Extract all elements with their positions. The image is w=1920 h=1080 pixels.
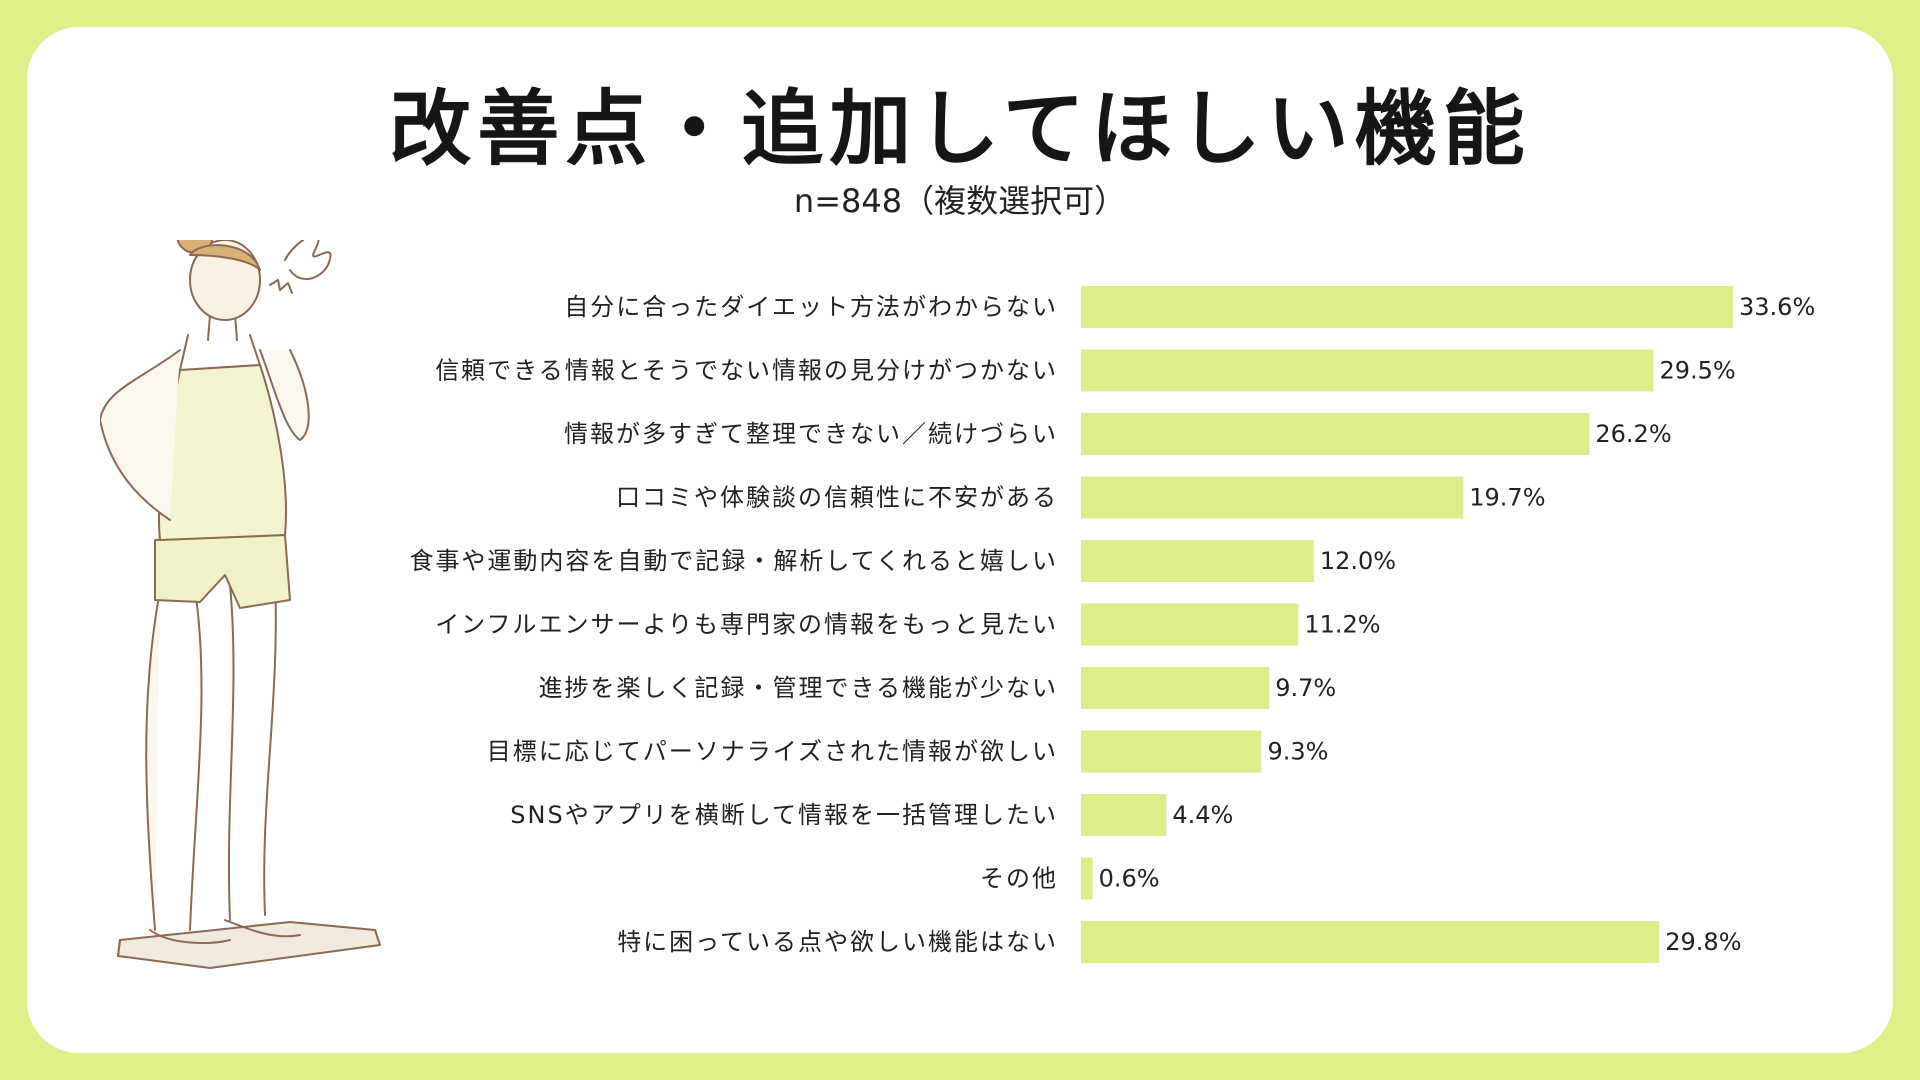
bar	[1081, 476, 1464, 519]
bar	[1081, 413, 1590, 455]
category-label: 情報が多すぎて整理できない／続けづらい	[564, 420, 1058, 448]
value-label: 29.8%	[1665, 928, 1741, 956]
category-label: 特に困っている点や欲しい機能はない	[617, 928, 1058, 956]
category-label: 信頼できる情報とそうでない情報の見分けがつかない	[435, 357, 1058, 385]
woman-on-scale-illustration	[100, 240, 381, 969]
bar	[1081, 921, 1660, 963]
category-label: 自分に合ったダイエット方法がわからない	[564, 293, 1058, 321]
value-label: 0.6%	[1099, 865, 1160, 893]
bar	[1081, 794, 1167, 836]
value-label: 9.7%	[1275, 674, 1336, 702]
category-label: 食事や運動内容を自動で記録・解析してくれると嬉しい	[409, 547, 1058, 575]
value-label: 33.6%	[1739, 293, 1815, 321]
bar	[1081, 667, 1270, 709]
chart-title: 改善点・追加してほしい機能	[389, 82, 1531, 177]
bar	[1081, 730, 1262, 773]
bar	[1081, 603, 1299, 646]
category-label: 進捗を楽しく記録・管理できる機能が少ない	[538, 674, 1058, 702]
bar	[1081, 349, 1654, 392]
category-label: 口コミや体験談の信頼性に不安がある	[616, 484, 1058, 512]
value-label: 26.2%	[1595, 420, 1671, 448]
value-label: 4.4%	[1172, 801, 1233, 829]
bar	[1081, 540, 1314, 582]
category-label: インフルエンサーよりも専門家の情報をもっと見たい	[435, 611, 1058, 639]
content-card	[27, 27, 1893, 1053]
value-label: 11.2%	[1304, 611, 1380, 639]
value-label: 9.3%	[1267, 738, 1328, 766]
bar	[1081, 286, 1733, 328]
chart-subtitle: n=848（複数選択可）	[793, 182, 1127, 220]
category-label: その他	[980, 865, 1058, 893]
value-label: 19.7%	[1469, 484, 1545, 512]
category-label: 目標に応じてパーソナライズされた情報が欲しい	[487, 738, 1058, 766]
value-label: 29.5%	[1659, 357, 1735, 385]
bar	[1081, 857, 1093, 900]
category-label: SNSやアプリを横断して情報を一括管理したい	[510, 801, 1058, 829]
value-label: 12.0%	[1320, 547, 1396, 575]
